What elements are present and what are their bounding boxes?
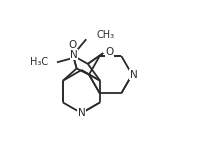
Text: N: N xyxy=(78,108,85,118)
Text: CH₃: CH₃ xyxy=(96,30,114,40)
Text: O: O xyxy=(68,40,76,50)
Text: N: N xyxy=(130,70,137,80)
Text: O: O xyxy=(105,47,113,56)
Text: H₃C: H₃C xyxy=(30,57,48,67)
Text: N: N xyxy=(70,50,78,60)
